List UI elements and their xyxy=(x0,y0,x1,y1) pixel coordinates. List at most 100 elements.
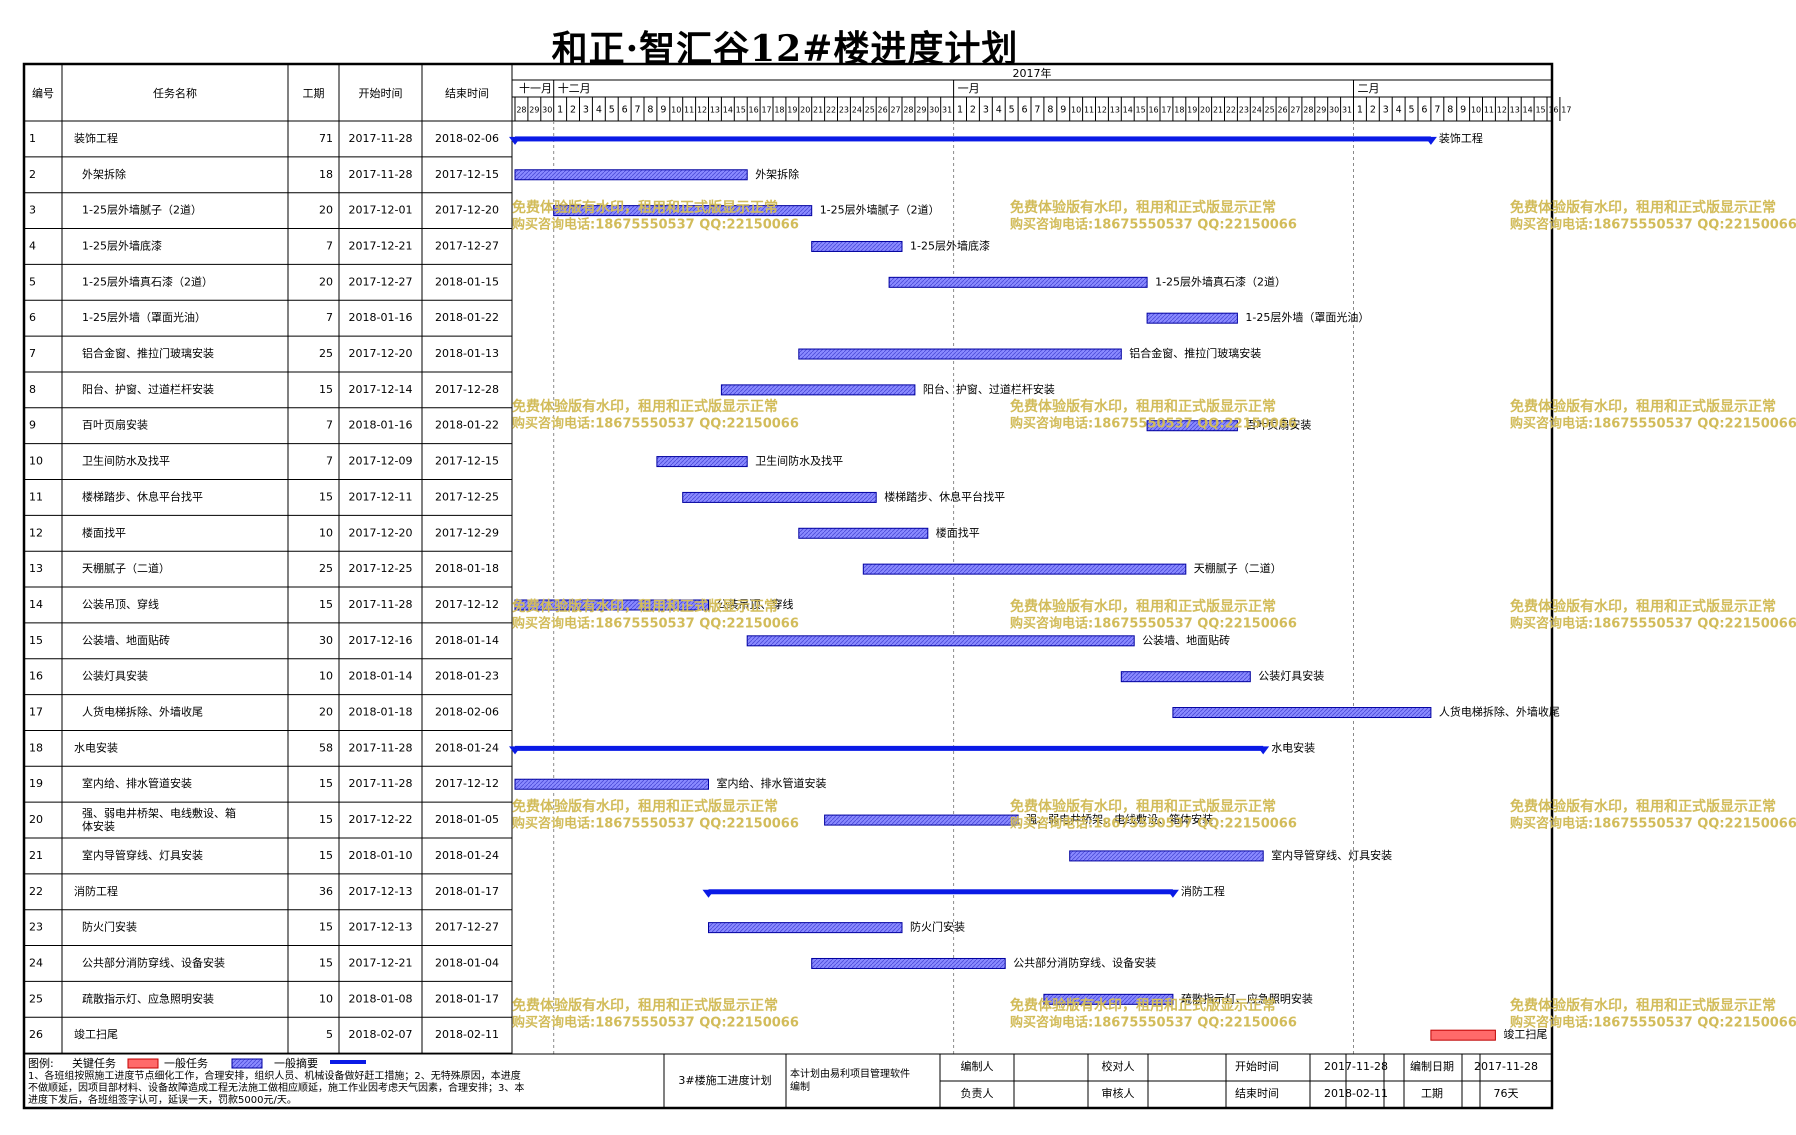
day-label: 7 xyxy=(1034,105,1040,116)
task-start: 2017-11-28 xyxy=(349,741,413,754)
task-id: 18 xyxy=(29,741,43,754)
task-id: 25 xyxy=(29,992,43,1005)
task-end: 2018-01-18 xyxy=(435,562,499,575)
task-start: 2017-12-09 xyxy=(349,455,413,468)
day-label: 9 xyxy=(660,105,666,116)
task-start: 2017-11-28 xyxy=(349,598,413,611)
day-label: 19 xyxy=(1187,106,1197,115)
task-bar xyxy=(720,384,916,396)
task-duration: 5 xyxy=(326,1028,333,1041)
day-label: 27 xyxy=(890,106,900,115)
task-end: 2017-12-12 xyxy=(435,598,499,611)
day-label: 13 xyxy=(1110,106,1120,115)
task-id: 5 xyxy=(29,275,36,288)
day-label: 31 xyxy=(942,106,952,115)
bar-label: 阳台、护窗、过道栏杆安装 xyxy=(923,382,1055,396)
day-label: 28 xyxy=(1303,106,1313,115)
day-label: 1 xyxy=(1357,105,1363,116)
task-bar xyxy=(553,205,813,217)
task-id: 26 xyxy=(29,1028,43,1041)
task-bar xyxy=(746,635,1135,647)
task-start: 2017-11-28 xyxy=(349,777,413,790)
bar-label: 外架拆除 xyxy=(755,167,799,181)
day-label: 30 xyxy=(1329,106,1339,115)
footer-start-value: 2017-11-28 xyxy=(1324,1060,1388,1073)
task-name: 1-25层外墙底漆 xyxy=(82,238,162,252)
day-label: 23 xyxy=(1239,106,1249,115)
summary-bar xyxy=(708,889,1173,895)
watermark-text: 免费体验版有水印，租用和正式版显示正常 xyxy=(512,997,778,1014)
bar-label: 楼面找平 xyxy=(936,525,980,539)
task-duration: 10 xyxy=(319,526,333,539)
task-bar xyxy=(1172,707,1432,719)
watermark-text: 购买咨询电话:18675550537 QQ:22150066 xyxy=(1510,616,1796,632)
task-start: 2017-12-21 xyxy=(349,239,413,252)
task-end: 2018-01-23 xyxy=(435,670,499,683)
task-end: 2018-01-24 xyxy=(435,849,499,862)
day-label: 3 xyxy=(983,105,989,116)
task-start: 2017-12-01 xyxy=(349,204,413,217)
day-label: 13 xyxy=(1510,106,1520,115)
task-id: 23 xyxy=(29,921,43,934)
task-end: 2017-12-27 xyxy=(435,239,499,252)
task-bar xyxy=(514,169,748,181)
day-label: 2 xyxy=(1370,105,1376,116)
watermark-text: 免费体验版有水印，租用和正式版显示正常 xyxy=(512,199,778,216)
task-name: 楼梯踏步、休息平台找平 xyxy=(82,489,203,503)
day-label: 17 xyxy=(761,106,771,115)
task-start: 2018-01-16 xyxy=(349,419,413,432)
day-label: 10 xyxy=(1471,106,1481,115)
day-label: 11 xyxy=(1084,106,1094,115)
footer-software-note: 本计划由易利项目管理软件 xyxy=(790,1067,910,1080)
bar-label: 1-25层外墙（罩面光油） xyxy=(1245,310,1369,324)
header-start: 开始时间 xyxy=(359,86,403,100)
bar-label: 公装墙、地面贴砖 xyxy=(1142,633,1230,647)
task-duration: 15 xyxy=(319,956,333,969)
legend-label: 图例: xyxy=(28,1056,54,1070)
summary-end-marker xyxy=(1424,136,1437,145)
task-end: 2018-02-06 xyxy=(435,706,499,719)
task-duration: 15 xyxy=(319,598,333,611)
day-label: 9 xyxy=(1460,105,1466,116)
month-label: 十二月 xyxy=(558,81,591,95)
footer-period-label: 工期 xyxy=(1421,1087,1443,1100)
task-duration: 10 xyxy=(319,992,333,1005)
task-id: 4 xyxy=(29,239,36,252)
legend-critical-swatch xyxy=(127,1058,159,1069)
watermark-text: 购买咨询电话:18675550537 QQ:22150066 xyxy=(512,416,799,432)
watermark-text: 购买咨询电话:18675550537 QQ:22150066 xyxy=(1510,1015,1796,1031)
summary-end-marker xyxy=(1166,889,1179,898)
legend-normal-label: 一般任务 xyxy=(164,1057,208,1070)
task-duration: 15 xyxy=(319,490,333,503)
watermark-text: 免费体验版有水印，租用和正式版显示正常 xyxy=(1010,798,1276,815)
task-end: 2018-01-24 xyxy=(435,741,499,754)
watermark-text: 购买咨询电话:18675550537 QQ:22150066 xyxy=(1510,217,1796,233)
chart-frame xyxy=(22,62,1554,1110)
task-name: 公装灯具安装 xyxy=(82,669,148,683)
bar-label: 卫生间防水及找平 xyxy=(755,454,843,468)
task-duration: 36 xyxy=(319,885,333,898)
bar-label: 装饰工程 xyxy=(1439,131,1483,145)
task-id: 8 xyxy=(29,383,36,396)
task-start: 2018-01-18 xyxy=(349,706,413,719)
task-name: 装饰工程 xyxy=(74,131,118,145)
task-start: 2017-12-11 xyxy=(349,490,413,503)
watermark-text: 免费体验版有水印，租用和正式版显示正常 xyxy=(1010,199,1276,216)
task-id: 16 xyxy=(29,670,43,683)
day-label: 6 xyxy=(1022,105,1028,116)
day-label: 4 xyxy=(996,105,1002,116)
bar-label: 水电安装 xyxy=(1271,740,1315,754)
task-duration: 58 xyxy=(319,741,333,754)
task-end: 2017-12-15 xyxy=(435,168,499,181)
watermark-text: 免费体验版有水印，租用和正式版显示正常 xyxy=(1010,997,1276,1014)
header-end: 结束时间 xyxy=(445,87,489,100)
task-bar xyxy=(1043,993,1174,1005)
summary-bar xyxy=(515,136,1431,142)
watermark-text: 免费体验版有水印，租用和正式版显示正常 xyxy=(1510,598,1776,615)
task-name: 室内给、排水管道安装 xyxy=(82,776,192,790)
bar-label: 1-25层外墙底漆 xyxy=(910,238,990,252)
task-duration: 7 xyxy=(326,455,333,468)
watermark-text: 免费体验版有水印，租用和正式版显示正常 xyxy=(1510,398,1776,415)
footer-end-label: 结束时间 xyxy=(1235,1087,1279,1100)
task-duration: 15 xyxy=(319,383,333,396)
